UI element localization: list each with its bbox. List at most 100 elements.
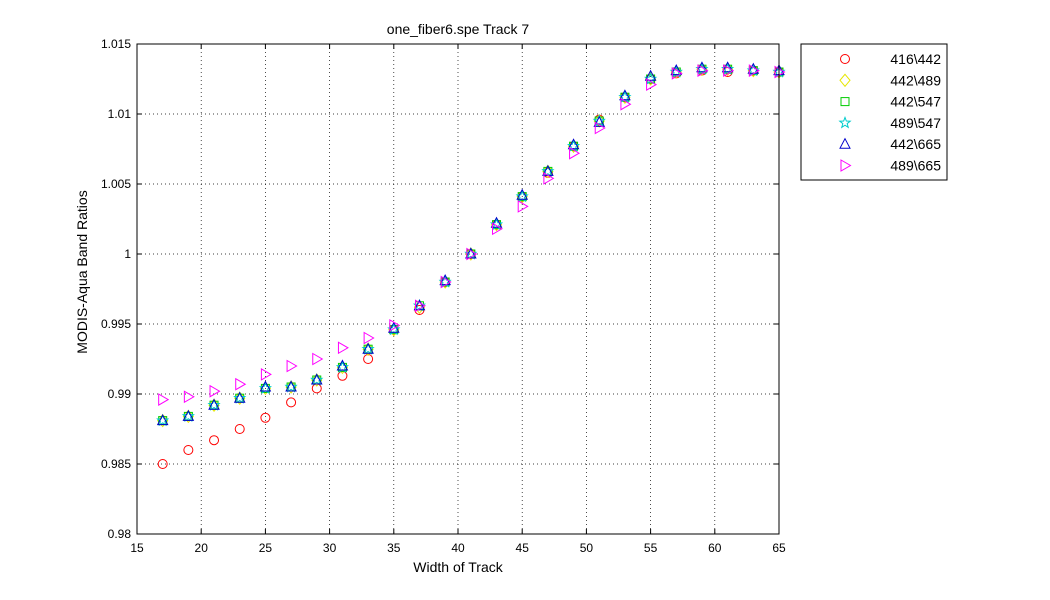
data-point <box>182 409 195 421</box>
legend-item: 416\442 <box>840 51 941 67</box>
data-point <box>543 172 555 185</box>
legend-item: 489\665 <box>840 158 941 174</box>
data-point <box>413 299 426 311</box>
x-tick-label: 60 <box>708 541 722 555</box>
data-point <box>209 384 221 398</box>
legend-marker <box>838 115 852 129</box>
data-point <box>286 359 298 373</box>
legend-label: 416\442 <box>890 51 941 67</box>
data-point <box>594 121 606 135</box>
data-point <box>361 342 375 355</box>
data-point <box>670 64 683 76</box>
data-point <box>209 435 220 446</box>
data-point <box>440 275 452 289</box>
data-point <box>362 342 374 354</box>
data-point <box>541 164 555 178</box>
y-tick-label: 1.005 <box>101 177 131 191</box>
data-point <box>466 247 478 261</box>
data-point <box>696 61 708 73</box>
legend-marker <box>839 73 851 88</box>
legend-label: 442\489 <box>890 72 941 88</box>
data-point <box>285 380 297 392</box>
axes-box <box>136 43 780 535</box>
x-tick-label: 25 <box>259 541 273 555</box>
x-tick-label: 30 <box>323 541 337 555</box>
legend-marker <box>840 54 850 64</box>
data-point <box>260 368 272 381</box>
y-tick-label: 0.995 <box>101 317 131 331</box>
x-tick-label: 20 <box>195 541 209 555</box>
data-point <box>233 391 247 404</box>
series-5 <box>158 64 786 406</box>
data-point <box>646 78 658 91</box>
legend-box <box>800 43 948 181</box>
data-point <box>567 138 580 150</box>
chart-title: one_fiber6.spe Track 7 <box>387 21 530 37</box>
data-point <box>490 216 503 228</box>
tick-labels: 15 20 25 30 35 40 45 50 55 60 65 0.98 0.985 0.99 0.995… <box>101 37 786 555</box>
data-point <box>284 380 298 393</box>
data-point <box>259 380 272 392</box>
data-point <box>235 377 247 391</box>
y-tick-label: 1.01 <box>108 107 132 121</box>
data-point <box>569 146 581 160</box>
data-point <box>592 114 606 127</box>
data-point <box>310 373 323 385</box>
y-tick-label: 0.985 <box>101 457 131 471</box>
data-point <box>286 397 297 408</box>
legend-item: 442\665 <box>839 136 941 152</box>
data-point <box>208 398 220 410</box>
data-point <box>181 409 195 423</box>
data-point <box>389 319 401 332</box>
data-point <box>310 373 324 386</box>
legend-item: 489\547 <box>838 115 941 131</box>
legend-label: 442\665 <box>890 136 941 152</box>
data-point <box>183 445 194 455</box>
data-point <box>748 64 760 77</box>
legend-item: 442\489 <box>839 72 941 88</box>
data-point <box>337 341 349 355</box>
data-point <box>156 414 169 426</box>
legend: 416\442 442\489 442\547 489\547 442\665 489\6… <box>800 43 948 181</box>
x-tick-label: 55 <box>644 541 658 555</box>
grid <box>137 44 779 534</box>
data-point <box>157 459 168 469</box>
x-axis-label: Width of Track <box>413 559 503 575</box>
x-tick-label: 65 <box>772 541 786 555</box>
data-point <box>156 413 170 427</box>
legend-label: 489\665 <box>890 158 941 174</box>
series-4 <box>156 61 785 426</box>
legend-label: 442\547 <box>890 94 941 110</box>
legend-marker <box>839 137 851 149</box>
x-tick-label: 50 <box>580 541 594 555</box>
y-tick-label: 1.015 <box>101 37 131 51</box>
x-tick-label: 45 <box>516 541 530 555</box>
data-point <box>517 200 529 213</box>
legend-marker <box>840 159 852 172</box>
legend-label: 489\547 <box>890 115 941 131</box>
y-tick-label: 0.98 <box>108 527 132 541</box>
data-points <box>156 61 786 469</box>
data-point <box>234 424 245 434</box>
data-point <box>723 64 735 77</box>
data-point <box>183 390 195 404</box>
data-point <box>336 359 349 371</box>
data-point <box>721 61 734 73</box>
y-tick-label: 0.99 <box>108 387 132 401</box>
data-point <box>233 391 246 403</box>
data-point <box>671 67 683 80</box>
y-axis-label: MODIS-Aqua Band Ratios <box>74 190 90 353</box>
data-point <box>207 398 221 411</box>
data-point <box>516 188 529 200</box>
data-point <box>260 412 271 423</box>
data-point <box>644 69 657 81</box>
data-point <box>697 64 709 77</box>
data-point <box>619 89 631 101</box>
data-point <box>312 352 324 366</box>
x-tick-label: 15 <box>130 541 144 555</box>
data-point <box>363 331 375 345</box>
x-tick-label: 35 <box>387 541 401 555</box>
data-point <box>414 299 426 313</box>
legend-item: 442\547 <box>840 94 941 110</box>
